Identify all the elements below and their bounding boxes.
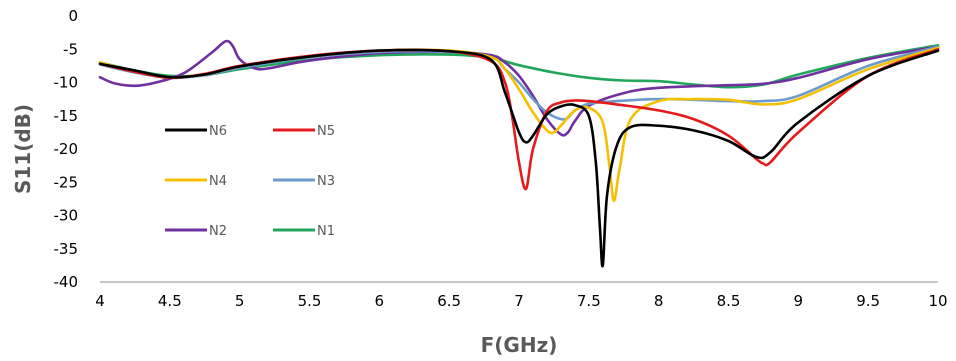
x-tick-label: 5.5 [298,292,322,310]
x-tick-label: 9 [794,292,804,310]
y-tick-label: -10 [54,74,79,92]
y-axis-title: S11(dB) [11,104,35,194]
y-tick-label: -15 [54,107,79,125]
y-tick-label: -40 [54,273,79,291]
y-tick-label: 0 [68,7,78,25]
x-tick-label: 9.5 [856,292,880,310]
y-axis-ticks: 0 -5 -10 -15 -20 -25 -30 -35 -40 [54,7,79,291]
x-tick-label: 8.5 [717,292,741,310]
x-tick-label: 6.5 [437,292,461,310]
legend-label-n2: N2 [209,224,227,239]
x-tick-label: 6 [375,292,385,310]
legend-label-n3: N3 [317,174,335,189]
x-tick-label: 10 [928,292,947,310]
x-tick-label: 7 [514,292,524,310]
x-tick-label: 5 [235,292,245,310]
x-tick-label: 8 [654,292,664,310]
series-line-n2 [98,39,940,137]
x-axis-title: F(GHz) [481,333,558,357]
y-tick-label: -20 [54,140,79,158]
y-tick-label: -5 [63,40,78,58]
x-tick-label: 4.5 [158,292,182,310]
series-line-n6 [98,48,940,268]
series-lines [98,39,940,268]
legend-label-n1: N1 [317,224,335,239]
legend: N6 N5 N4 N3 N2 N1 [165,124,335,239]
legend-label-n5: N5 [317,124,335,139]
x-tick-label: 7.5 [577,292,601,310]
y-tick-label: -35 [54,240,79,258]
x-tick-label: 4 [95,292,105,310]
x-axis-ticks: 4 4.5 5 5.5 6 6.5 7 7.5 8 8.5 9 9.5 10 [95,292,947,310]
legend-label-n6: N6 [209,124,227,139]
y-tick-label: -30 [54,207,79,225]
y-tick-label: -25 [54,173,79,191]
legend-label-n4: N4 [209,174,227,189]
series-line-n3 [98,45,940,121]
